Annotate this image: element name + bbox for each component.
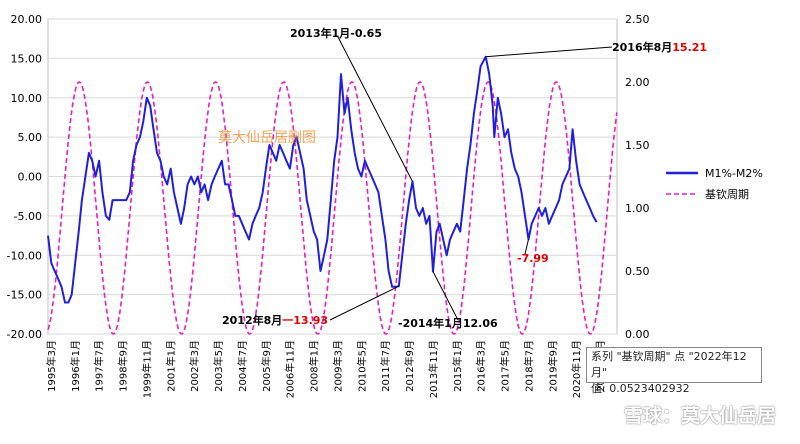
annotation-date: 2016年8月: [612, 40, 672, 54]
annotation-leader-line: [337, 36, 413, 182]
x-tick-label: 2019年9月: [546, 340, 559, 392]
y-left-tick-label: 10.00: [11, 92, 43, 105]
y-right-tick-label: 0.50: [625, 265, 650, 278]
y-right-tick-label: 1.50: [625, 139, 650, 152]
x-tick-label: 1997年7月: [93, 340, 106, 392]
y-left-tick-label: -20.00: [7, 328, 42, 341]
x-tick-label: 2002年3月: [188, 340, 201, 392]
x-tick-label: 2004年7月: [236, 340, 249, 392]
x-tick-label: 2012年9月: [403, 340, 416, 392]
annotation-leader-line: [524, 239, 529, 255]
x-tick-label: 1999年11月: [140, 340, 153, 398]
annotation-label: -7.99: [517, 252, 549, 265]
annotation-label: -2014年1月12.06: [398, 316, 498, 330]
annotation-leader-line: [485, 46, 613, 58]
x-tick-label: 1996年1月: [69, 340, 82, 392]
series-line-m1-m2: [47, 55, 598, 304]
legend-label: M1%-M2%: [705, 167, 763, 180]
y-right-tick-label: 1.00: [625, 202, 650, 215]
y-left-tick-label: 5.00: [18, 131, 43, 144]
y-right-tick-label: 2.50: [625, 13, 650, 26]
annotation-value: 12.06: [463, 317, 498, 330]
x-tick-label: 2018年7月: [522, 340, 535, 392]
series-line-kitchin-cycle: [47, 81, 618, 335]
x-tick-label: 2011年7月: [379, 340, 392, 392]
annotation-value: 15.21: [672, 41, 707, 54]
annotation-date: 2012年8月: [222, 313, 282, 327]
annotation-leader-line: [432, 271, 459, 321]
y-left-tick-label: 15.00: [11, 52, 43, 65]
x-tick-label: 2015年1月: [451, 340, 464, 392]
annotation-label: 2012年8月一13.93: [222, 313, 328, 327]
annotation-date: -2014年1月: [398, 316, 463, 330]
annotation-label: 2013年1月-0.65: [290, 26, 382, 40]
annotation-date: 2013年1月: [290, 26, 350, 40]
y-right-tick-label: 2.00: [625, 76, 650, 89]
x-tick-label: 2010年5月: [355, 340, 368, 392]
chart-tooltip: 系列 "基钦周期" 点 "2022年12月" 值: 0.0523402932: [586, 347, 762, 395]
annotation-value: 一13.93: [282, 314, 328, 327]
x-tick-label: 1995年3月: [45, 340, 58, 392]
x-tick-label: 2008年1月: [308, 340, 321, 392]
x-tick-label: 2017年5月: [499, 340, 512, 392]
y-right-tick-label: 0.00: [625, 328, 650, 341]
watermark: 雪球：莫大仙岳居: [623, 405, 776, 427]
x-tick-label: 2016年3月: [475, 340, 488, 392]
x-tick-label: 2005年9月: [260, 340, 273, 392]
x-tick-label: 2020年11月: [570, 340, 583, 398]
plot-watermark-text: 莫大仙岳居删图: [218, 130, 316, 146]
legend-label: 基钦周期: [705, 188, 749, 201]
y-left-tick-label: -5.00: [14, 210, 42, 223]
annotation-label: 2016年8月15.21: [612, 40, 707, 54]
y-left-tick-label: 20.00: [11, 13, 43, 26]
annotation-value: -7.99: [517, 252, 549, 265]
x-tick-label: 2001年1月: [164, 340, 177, 392]
x-tick-label: 2009年3月: [331, 340, 344, 392]
x-tick-label: 2006年11月: [284, 340, 297, 398]
x-tick-label: 2013年11月: [427, 340, 440, 398]
annotation-value: -0.65: [350, 27, 382, 40]
x-tick-label: 1998年9月: [117, 340, 130, 392]
tooltip-line1: 系列 "基钦周期" 点 "2022年12月": [591, 350, 747, 379]
y-left-tick-label: -10.00: [7, 249, 42, 262]
tooltip-line2: 值: 0.0523402932: [591, 382, 690, 395]
y-left-tick-label: 0.00: [18, 171, 43, 184]
y-left-tick-label: -15.00: [7, 289, 42, 302]
annotation-leader-line: [329, 285, 400, 321]
x-tick-label: 2003年5月: [212, 340, 225, 392]
